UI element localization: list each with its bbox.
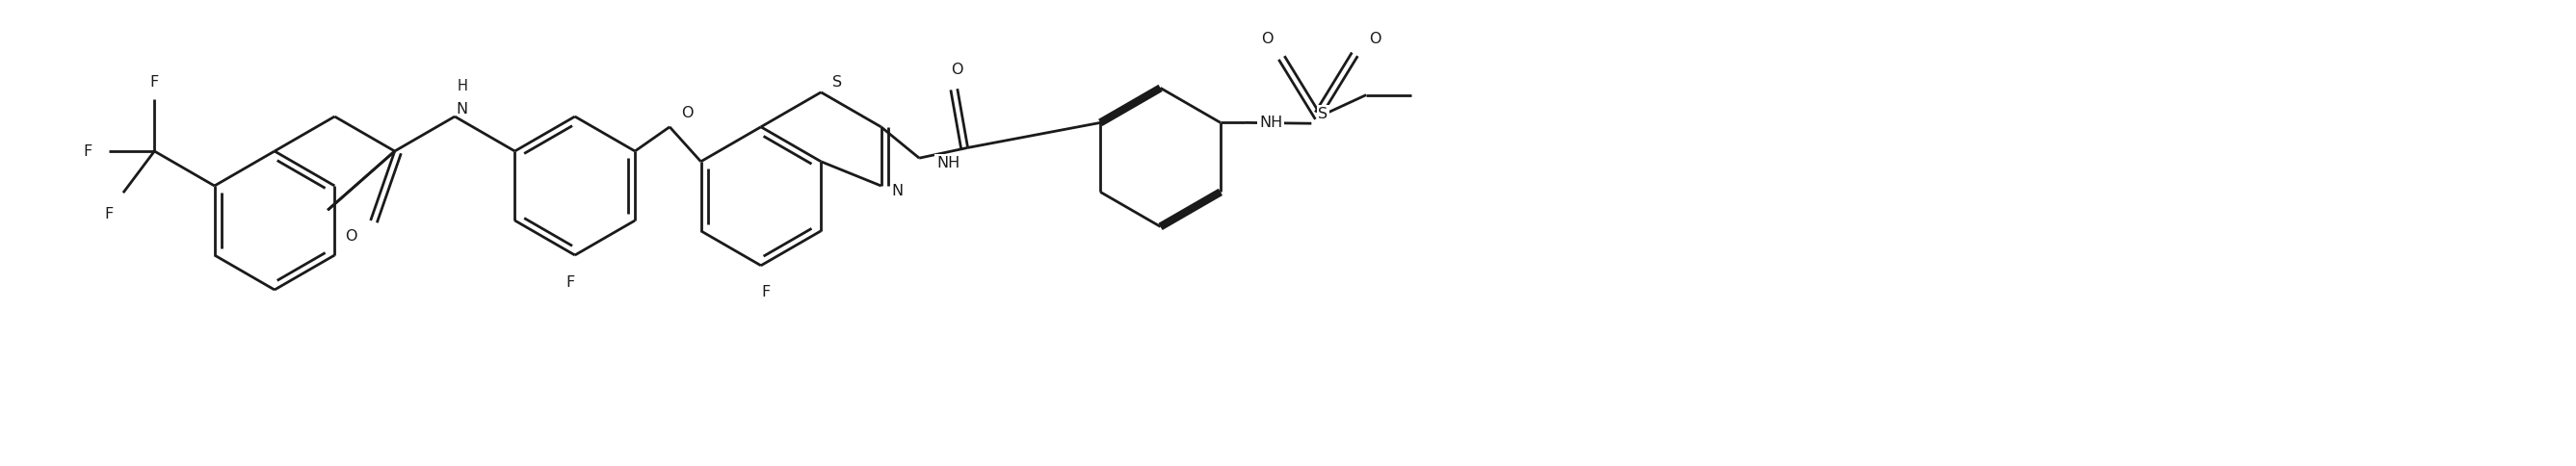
Text: O: O bbox=[1368, 32, 1381, 46]
Text: H: H bbox=[456, 78, 469, 93]
Text: O: O bbox=[345, 230, 358, 244]
Text: NH: NH bbox=[1260, 116, 1283, 130]
Text: N: N bbox=[456, 102, 466, 116]
Text: O: O bbox=[680, 106, 693, 121]
Text: S: S bbox=[832, 75, 842, 90]
Text: F: F bbox=[82, 144, 93, 158]
Text: N: N bbox=[891, 184, 904, 198]
Text: S: S bbox=[1319, 107, 1327, 121]
Text: F: F bbox=[149, 75, 160, 89]
Text: F: F bbox=[103, 207, 113, 221]
Text: O: O bbox=[951, 62, 963, 77]
Text: O: O bbox=[1262, 32, 1273, 46]
Text: NH: NH bbox=[938, 156, 961, 170]
Text: F: F bbox=[567, 275, 574, 289]
Text: F: F bbox=[762, 285, 770, 300]
